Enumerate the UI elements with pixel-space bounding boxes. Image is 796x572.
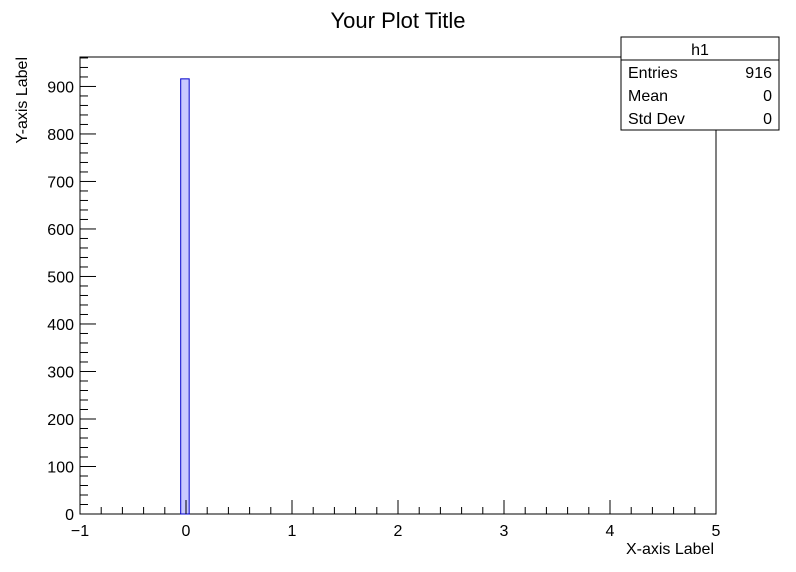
stats-box: h1 Entries 916 Mean 0 Std Dev 0 (620, 36, 780, 131)
chart-title: Your Plot Title (331, 8, 466, 33)
stats-entries-value: 916 (745, 65, 772, 82)
y-tick-label: 500 (47, 269, 74, 286)
y-axis-ticks: 0 100 200 300 400 500 600 700 800 900 (47, 57, 96, 524)
y-tick-label: 100 (47, 459, 74, 476)
y-tick-label: 700 (47, 174, 74, 191)
stats-box-frame (620, 36, 780, 131)
x-tick-label: 3 (500, 523, 509, 540)
stats-mean-value: 0 (763, 88, 772, 105)
histogram-bar (180, 78, 190, 515)
x-axis-label: X-axis Label (626, 541, 714, 558)
x-tick-label: 2 (394, 523, 403, 540)
y-tick-label: 400 (47, 317, 74, 334)
y-tick-label: 0 (65, 507, 74, 524)
x-tick-label: −1 (71, 523, 89, 540)
stats-box-name: h1 (691, 42, 709, 59)
stats-stddev-value: 0 (763, 111, 772, 128)
y-axis-label: Y-axis Label (14, 57, 31, 144)
y-tick-label: 600 (47, 222, 74, 239)
x-tick-label: 0 (182, 523, 191, 540)
stats-entries-label: Entries (628, 65, 678, 82)
x-axis-ticks: −1 0 1 2 3 4 5 (71, 500, 721, 540)
x-tick-label: 5 (712, 523, 721, 540)
stats-mean-label: Mean (628, 88, 668, 105)
stats-stddev-label: Std Dev (628, 111, 685, 128)
x-tick-label: 1 (288, 523, 297, 540)
y-tick-label: 800 (47, 127, 74, 144)
y-tick-label: 900 (47, 79, 74, 96)
y-tick-label: 200 (47, 412, 74, 429)
x-tick-label: 4 (606, 523, 615, 540)
y-tick-label: 300 (47, 364, 74, 381)
histogram-bars (180, 78, 190, 515)
